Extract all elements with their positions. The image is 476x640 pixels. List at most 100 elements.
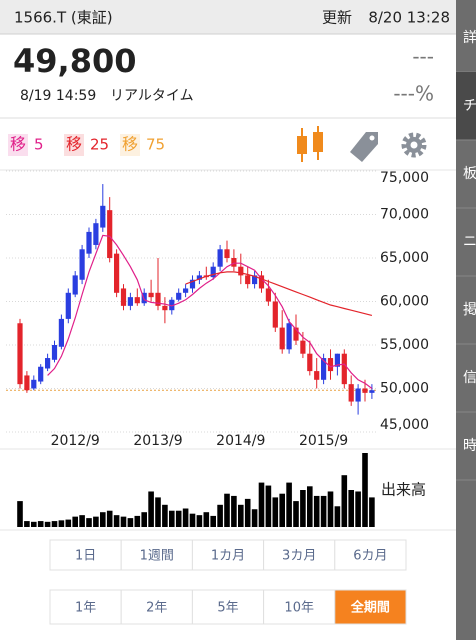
candle-body: [176, 292, 182, 300]
legend-period[interactable]: 5: [34, 136, 44, 154]
volume-bar: [189, 513, 196, 527]
legend-period[interactable]: 25: [90, 136, 109, 154]
candle-body: [120, 288, 127, 306]
period-button-label[interactable]: 1日: [75, 549, 96, 564]
volume-bar: [134, 515, 141, 527]
period-button-label[interactable]: 1年: [75, 601, 96, 616]
candle-body: [155, 292, 161, 306]
period-button[interactable]: [49, 539, 122, 571]
side-tab[interactable]: 時: [463, 438, 476, 454]
candle-body: [79, 249, 85, 280]
volume-bar: [244, 498, 251, 527]
volume-bar: [258, 482, 265, 527]
period-button[interactable]: [120, 589, 193, 625]
candle-body: [210, 266, 216, 278]
side-tab[interactable]: チ: [463, 98, 476, 114]
volume-bar: [141, 512, 147, 527]
period-button-label[interactable]: 6カ月: [353, 549, 387, 564]
period-button-label[interactable]: 5年: [217, 601, 238, 616]
period-button[interactable]: [191, 539, 265, 571]
volume-bar: [224, 493, 230, 527]
candle-body: [369, 390, 375, 393]
period-button[interactable]: [263, 539, 336, 571]
candle-body: [24, 375, 30, 391]
candle-body: [183, 288, 189, 293]
volume-bar: [362, 453, 368, 527]
period-button[interactable]: [191, 589, 265, 625]
volume-bar: [300, 490, 306, 527]
period-button[interactable]: [263, 589, 336, 625]
candle-body: [286, 323, 292, 350]
update-label: 更新: [322, 9, 352, 27]
period-button-label[interactable]: 1週間: [140, 549, 174, 564]
legend-name[interactable]: 移: [66, 135, 82, 154]
period-button-label[interactable]: 1カ月: [211, 549, 245, 564]
volume-bar: [148, 491, 154, 527]
period-button-label[interactable]: 2年: [146, 601, 167, 616]
period-button[interactable]: [334, 539, 407, 571]
candle-body: [272, 301, 278, 328]
volume-bar: [279, 493, 285, 527]
volume-bar: [307, 486, 313, 527]
volume-bar: [265, 485, 272, 527]
candle-body: [265, 288, 271, 302]
volume-bar: [58, 520, 65, 527]
volume-bar: [127, 518, 134, 527]
candle-body: [196, 275, 202, 280]
legend-name[interactable]: 移: [10, 135, 26, 154]
candle-body: [231, 258, 237, 267]
candle-body: [307, 353, 313, 372]
y-tick-label: 65,000: [380, 250, 429, 266]
candle-body: [51, 345, 58, 360]
side-tab[interactable]: 信: [463, 370, 476, 386]
volume-bar: [24, 521, 30, 527]
quote-time: 8/19 14:59: [20, 88, 96, 104]
volume-bar: [251, 509, 258, 527]
candle-icon[interactable]: [297, 126, 323, 162]
volume-bar: [272, 497, 279, 527]
candle-body: [348, 384, 354, 402]
volume-bar: [203, 512, 210, 527]
y-tick-label: 55,000: [380, 337, 429, 353]
side-tab[interactable]: ニ: [463, 234, 476, 250]
volume-bar: [286, 482, 292, 527]
side-tab-selected: [456, 72, 476, 140]
candle-body: [314, 371, 320, 380]
candle-body: [93, 223, 99, 245]
legend-swatch: [64, 134, 84, 156]
side-tab[interactable]: 板: [463, 166, 476, 182]
candle-body: [127, 297, 133, 306]
period-button[interactable]: [120, 539, 193, 571]
volume-bar: [65, 519, 72, 527]
volume-bar: [113, 515, 120, 527]
volume-bar: [120, 516, 127, 527]
candle-body: [148, 292, 154, 298]
period-button[interactable]: [49, 589, 122, 625]
period-button-selected[interactable]: [334, 589, 407, 625]
legend-period[interactable]: 75: [146, 136, 165, 154]
settings-icon[interactable]: [401, 132, 427, 158]
candle-body: [321, 358, 327, 380]
candle-body: [258, 275, 265, 289]
period-button-label[interactable]: 3カ月: [282, 549, 316, 564]
candle-body: [327, 358, 334, 372]
candle-body: [107, 210, 113, 258]
candle-body: [45, 358, 51, 369]
x-tick-label: 2015/9: [299, 433, 348, 449]
x-tick-label: 2013/9: [133, 433, 182, 449]
update-time: 8/20 13:28: [368, 9, 450, 27]
volume-bar: [327, 491, 334, 527]
period-button-label[interactable]: 10年: [284, 601, 314, 616]
side-tab[interactable]: 詳: [463, 30, 476, 46]
volume-bar: [155, 497, 161, 527]
volume-bar: [369, 497, 375, 527]
period-button-label[interactable]: 全期間: [350, 600, 390, 616]
candle-body: [293, 327, 299, 341]
volume-bar: [196, 515, 203, 527]
volume-bar: [348, 490, 354, 527]
side-tab[interactable]: 掲: [463, 302, 476, 318]
volume-bar: [293, 501, 299, 527]
tag-icon[interactable]: [350, 132, 378, 162]
legend-name[interactable]: 移: [122, 135, 138, 154]
